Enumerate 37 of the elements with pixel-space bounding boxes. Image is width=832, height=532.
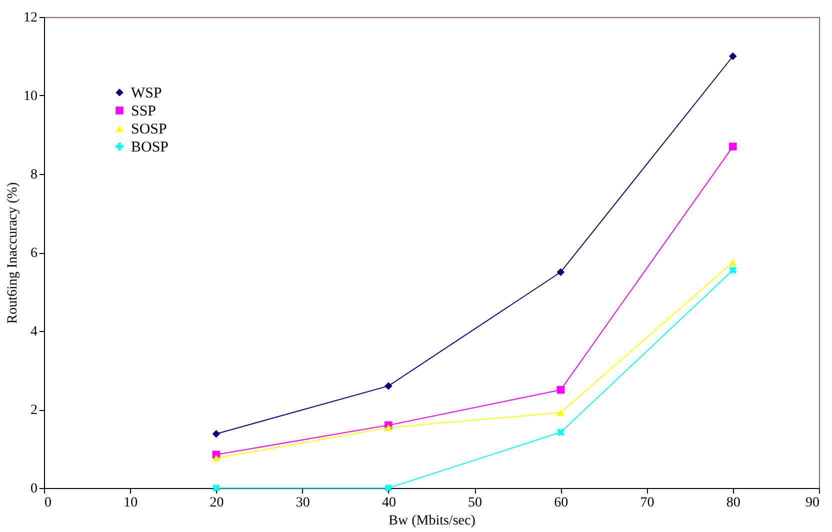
point bbox=[729, 142, 737, 150]
point bbox=[556, 409, 565, 416]
y-tick-label: 8 bbox=[30, 168, 38, 182]
point bbox=[384, 484, 392, 492]
point bbox=[556, 386, 565, 394]
point bbox=[556, 428, 564, 436]
y-tick-label: 10 bbox=[24, 89, 38, 104]
point bbox=[384, 382, 392, 390]
x-tick-label: 90 bbox=[806, 496, 820, 510]
x-tick-label: 0 bbox=[44, 496, 52, 510]
point bbox=[212, 454, 220, 462]
y-tick-label: 6 bbox=[30, 246, 38, 261]
legend-label: WSP bbox=[131, 86, 162, 102]
point bbox=[729, 52, 737, 60]
legend-label: SOSP bbox=[131, 122, 167, 138]
x-tick-label: 50 bbox=[468, 496, 482, 510]
x-tick-label: 40 bbox=[382, 496, 396, 510]
point bbox=[212, 484, 220, 492]
point bbox=[384, 424, 392, 431]
x-tick-label: 60 bbox=[554, 496, 568, 510]
x-tick-label: 10 bbox=[124, 496, 138, 510]
legend-label: BOSP bbox=[131, 140, 169, 156]
x-tick-label: 30 bbox=[296, 496, 310, 510]
y-tick-label: 12 bbox=[24, 10, 38, 26]
y-tick-label: 4 bbox=[30, 324, 38, 340]
legend-label: SSP bbox=[131, 104, 156, 120]
point bbox=[729, 266, 737, 274]
point bbox=[556, 268, 565, 276]
x-tick-label: 70 bbox=[640, 496, 654, 510]
x-axis-title: Bw (Mbits/sec) bbox=[388, 514, 476, 528]
y-axis-title: Rout6ing Inaccuracy (%) bbox=[6, 182, 20, 324]
x-tick-label: 20 bbox=[210, 496, 224, 510]
y-tick-label: 0 bbox=[30, 482, 38, 496]
point bbox=[212, 430, 220, 438]
y-tick-label: 2 bbox=[30, 403, 38, 418]
point bbox=[729, 258, 737, 266]
x-tick-label: 80 bbox=[726, 496, 740, 510]
